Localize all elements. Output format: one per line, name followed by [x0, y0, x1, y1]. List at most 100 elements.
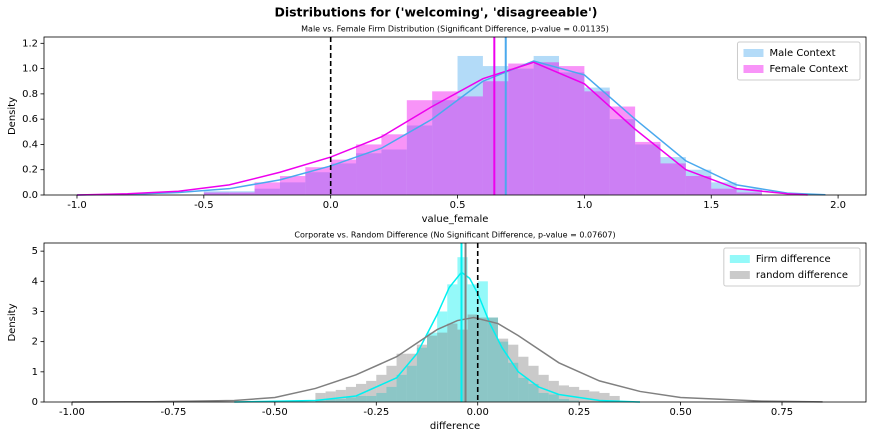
histogram-bar — [396, 353, 407, 402]
histogram-bar — [569, 386, 580, 402]
histogram-bar — [447, 284, 458, 402]
axes-frame — [43, 242, 867, 403]
figure-title: Distributions for ('welcoming', 'disagre… — [274, 5, 597, 20]
histogram-bar — [528, 383, 539, 402]
histogram-bar — [356, 395, 367, 402]
histogram-bar — [416, 347, 428, 402]
histogram-bar — [609, 395, 620, 402]
x-tick-label: 0.25 — [568, 407, 590, 418]
legend-label: Firm difference — [756, 254, 831, 265]
histogram-bar — [376, 392, 387, 402]
histogram-bar — [305, 172, 331, 195]
histogram-bar — [416, 344, 428, 402]
y-tick-label: 0.0 — [22, 190, 38, 201]
histogram-bar — [330, 159, 357, 195]
y-tick-label: 1.0 — [22, 64, 38, 75]
histogram-bar — [685, 176, 712, 195]
x-tick-label: -1.0 — [67, 200, 87, 211]
histogram-bar — [467, 284, 478, 402]
legend-label: Female Context — [769, 64, 848, 75]
legend-swatch — [743, 49, 764, 57]
histogram-bar — [609, 119, 636, 195]
histogram-bar — [457, 257, 468, 402]
histogram-bar — [508, 362, 519, 402]
histogram-bar — [229, 191, 255, 195]
y-tick-label: 0.8 — [22, 89, 38, 100]
histogram-bar — [660, 163, 686, 195]
histogram-bar — [589, 391, 600, 402]
y-tick-label: 0.4 — [22, 139, 38, 150]
histogram-bar — [279, 176, 306, 195]
y-tick-label: 2 — [32, 337, 38, 348]
histogram-bar — [635, 141, 661, 195]
kde-curve — [234, 271, 641, 403]
x-tick-label: 0.00 — [467, 407, 489, 418]
histogram-bar — [559, 72, 585, 195]
x-tick-label: -0.25 — [363, 407, 389, 418]
legend-label: random difference — [756, 270, 848, 281]
histogram-bar — [482, 66, 509, 196]
histogram-bar — [599, 392, 610, 402]
histogram-bar — [457, 96, 483, 195]
histogram-bar — [508, 63, 534, 195]
y-tick-label: 4 — [32, 276, 38, 287]
histogram-bar — [711, 188, 737, 195]
y-axis-label: Density — [7, 97, 18, 135]
histogram-bar — [569, 400, 580, 402]
histogram-bar — [533, 62, 560, 195]
histogram-bar — [482, 81, 509, 195]
histogram-bar — [427, 332, 438, 402]
y-tick-label: 0.6 — [22, 114, 38, 125]
histogram-bar — [538, 392, 549, 402]
y-tick-label: 5 — [32, 246, 38, 257]
histogram-bar — [229, 192, 255, 195]
histogram-bar — [345, 386, 357, 402]
legend-box — [723, 247, 861, 287]
histogram-bar — [498, 341, 509, 402]
histogram-bar — [335, 398, 346, 402]
y-tick-label: 3 — [32, 306, 38, 317]
histogram-bar — [381, 149, 407, 195]
histogram-bar — [376, 374, 387, 402]
x-tick-label: 1.5 — [703, 200, 719, 211]
histogram-bar — [558, 398, 570, 402]
legend: Male Context Female Context — [736, 41, 861, 81]
histogram-bar — [467, 314, 478, 402]
histogram-bar — [457, 329, 468, 402]
legend: Firm difference random difference — [723, 247, 861, 287]
histogram-bar — [254, 188, 280, 195]
histogram-bar — [736, 192, 762, 195]
legend-swatch — [729, 255, 750, 263]
histogram-bar — [315, 400, 326, 402]
axes-frame — [43, 36, 867, 196]
x-tick-label: 0.50 — [669, 407, 691, 418]
histogram-bar — [325, 398, 336, 402]
x-tick-label: -0.5 — [194, 200, 214, 211]
x-tick-label: -1.00 — [59, 407, 85, 418]
histogram-bar — [508, 344, 519, 402]
histogram-bar — [386, 365, 397, 402]
histogram-bar — [609, 106, 636, 195]
histogram-bar — [381, 134, 407, 195]
histogram-bar — [432, 91, 458, 195]
histogram-bar — [406, 353, 417, 402]
histogram-bar — [427, 335, 438, 402]
x-tick-label: 1.0 — [576, 200, 592, 211]
histogram-bar — [548, 380, 559, 402]
x-axis-label: value_female — [422, 214, 489, 225]
y-tick-label: 0.2 — [22, 165, 38, 176]
histogram-bar — [279, 182, 306, 195]
y-tick-label: 1.2 — [22, 38, 38, 49]
histogram-bar — [487, 317, 499, 402]
histogram-bar — [315, 392, 326, 402]
histogram-bar — [406, 100, 433, 195]
kde-curve — [76, 60, 826, 196]
histogram-bar — [584, 87, 610, 195]
histogram-bar — [457, 55, 483, 196]
histogram-bar — [366, 395, 377, 402]
histogram-bar — [386, 386, 397, 402]
histogram-bar — [447, 323, 458, 402]
histogram-bar — [437, 332, 448, 402]
histogram-bar — [558, 385, 570, 402]
histogram-bar — [559, 66, 585, 196]
